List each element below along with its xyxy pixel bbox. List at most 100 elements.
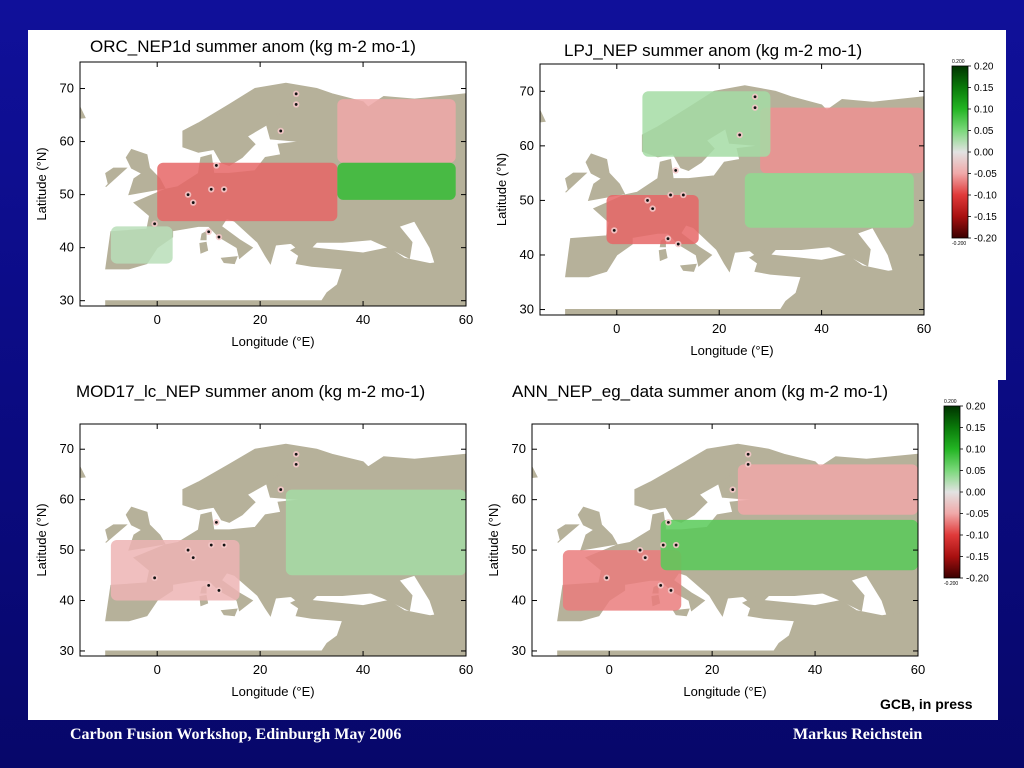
land-area <box>80 466 86 478</box>
land-area <box>577 506 618 551</box>
y-tick-label: 40 <box>60 240 74 255</box>
land-area <box>565 249 924 315</box>
colorbar-tick-label: -0.05 <box>974 169 997 180</box>
land-area <box>200 230 207 241</box>
anomaly-region <box>760 107 924 174</box>
site-marker <box>153 576 157 580</box>
site-marker <box>646 199 649 202</box>
map-layer <box>80 82 466 306</box>
colorbar-tick-label: 0.00 <box>966 488 986 499</box>
site-marker <box>207 583 211 587</box>
y-tick-label: 30 <box>60 293 74 308</box>
land-area <box>679 263 697 272</box>
site-marker <box>666 237 670 241</box>
colorbar-tick-label: -0.10 <box>974 191 997 202</box>
land-area <box>540 109 546 123</box>
x-axis-label: Longitude (°E) <box>231 684 314 699</box>
colorbar-tick-label: -0.20 <box>974 234 997 245</box>
chart-svg: 0 20 40 60 30 40 50 60 70 Longitude (°E) Latitude … <box>494 63 931 358</box>
anomaly-region <box>562 550 682 611</box>
colorbar-tick-label: -0.15 <box>966 552 989 563</box>
colorbar-max-note: 0.200 <box>944 399 957 405</box>
x-tick-label: 20 <box>705 662 719 677</box>
x-tick-label: 0 <box>154 662 161 677</box>
land-area <box>199 241 209 254</box>
y-tick-label: 50 <box>512 542 526 557</box>
land-area <box>532 466 538 478</box>
colorbar-max-note: 0.200 <box>952 59 965 65</box>
x-tick-label: 40 <box>814 321 828 336</box>
site-marker <box>153 222 157 226</box>
anomaly-region <box>337 162 456 200</box>
anomaly-region <box>110 226 173 264</box>
site-marker <box>651 207 655 210</box>
y-tick-label: 40 <box>520 247 534 262</box>
y-tick-label: 60 <box>60 492 74 507</box>
site-marker <box>294 92 298 96</box>
land-area <box>557 524 580 543</box>
colorbar-svg: 0.20 0.15 0.10 0.05 0.00 -0.05 -0.10 -0.15 -0.20… <box>943 399 989 587</box>
x-axis-label: Longitude (°E) <box>690 343 773 358</box>
chart-svg: 0 20 40 60 30 40 50 60 70 Longitude (°E) Latitude … <box>34 423 473 699</box>
site-marker <box>191 556 195 560</box>
site-marker <box>643 556 647 560</box>
x-tick-label: 60 <box>911 662 925 677</box>
site-marker <box>279 129 283 133</box>
colorbar-tick-label: -0.20 <box>966 574 989 585</box>
land-area <box>80 106 86 119</box>
colorbar-gradient <box>951 65 969 239</box>
site-marker <box>294 462 298 466</box>
site-marker <box>294 452 298 456</box>
colorbar-bottom: 0.20 0.15 0.10 0.05 0.00 -0.05 -0.10 -0.15 -0.20… <box>940 396 990 596</box>
colorbar-tick-label: 0.15 <box>974 83 994 94</box>
ann-nep-map-chart: ANN_NEP_eg_data summer anom (kg m-2 mo-1… <box>480 374 940 714</box>
anomaly-region <box>337 99 456 163</box>
colorbar-svg: 0.20 0.15 0.10 0.05 0.00 -0.05 -0.10 -0.15 -0.20… <box>951 59 997 247</box>
plot-frame <box>79 61 467 307</box>
y-tick-label: 70 <box>512 441 526 456</box>
anomaly-region <box>737 464 918 515</box>
site-marker <box>731 488 735 491</box>
site-marker <box>217 589 221 592</box>
anomaly-region <box>642 91 771 157</box>
y-tick-label: 60 <box>520 138 534 153</box>
chart-svg: 0 20 40 60 30 40 50 60 70 Longitude (°E) Latitude … <box>486 423 925 699</box>
y-tick-label: 70 <box>60 81 74 96</box>
x-tick-label: 40 <box>356 312 370 327</box>
land-area <box>105 595 466 656</box>
x-axis-label: Longitude (°E) <box>683 684 766 699</box>
land-area <box>125 506 166 551</box>
site-marker <box>638 548 642 552</box>
land-area <box>220 256 238 265</box>
colorbar-tick-label: 0.05 <box>974 126 994 137</box>
site-marker <box>186 193 190 197</box>
colorbar-tick-label: 0.10 <box>966 445 986 456</box>
chart-svg: 0 20 40 60 30 40 50 60 70 Longitude (°E) Latitude … <box>34 61 473 349</box>
land-area <box>565 172 588 193</box>
y-tick-label: 50 <box>60 542 74 557</box>
x-tick-label: 40 <box>808 662 822 677</box>
chart-title: LPJ_NEP summer anom (kg m-2 mo-1) <box>564 41 863 60</box>
colorbar-min-note: -0.200 <box>944 581 958 587</box>
colorbar-top: 0.20 0.15 0.10 0.05 0.00 -0.05 -0.10 -0.15 -0.20… <box>948 56 998 256</box>
site-marker <box>669 589 673 592</box>
anomaly-region <box>660 519 918 571</box>
colorbar-tick-label: 0.05 <box>966 466 986 477</box>
y-axis-label: Latitude (°N) <box>34 503 49 576</box>
chart-title: MOD17_lc_NEP summer anom (kg m-2 mo-1) <box>76 382 426 401</box>
chart-title: ORC_NEP1d summer anom (kg m-2 mo-1) <box>90 37 416 56</box>
site-marker <box>612 229 616 232</box>
plot-frame <box>531 423 919 657</box>
y-axis-label: Latitude (°N) <box>494 153 509 226</box>
site-marker <box>214 164 218 167</box>
y-tick-label: 30 <box>512 643 526 658</box>
site-marker <box>676 242 680 246</box>
y-tick-label: 70 <box>520 83 534 98</box>
site-marker <box>279 488 283 491</box>
colorbar-tick-label: -0.15 <box>974 212 997 223</box>
colorbar-tick-label: -0.05 <box>966 509 989 520</box>
y-axis-label: Latitude (°N) <box>486 503 501 576</box>
site-marker <box>222 187 226 191</box>
x-tick-label: 60 <box>459 312 473 327</box>
y-tick-label: 30 <box>520 302 534 317</box>
